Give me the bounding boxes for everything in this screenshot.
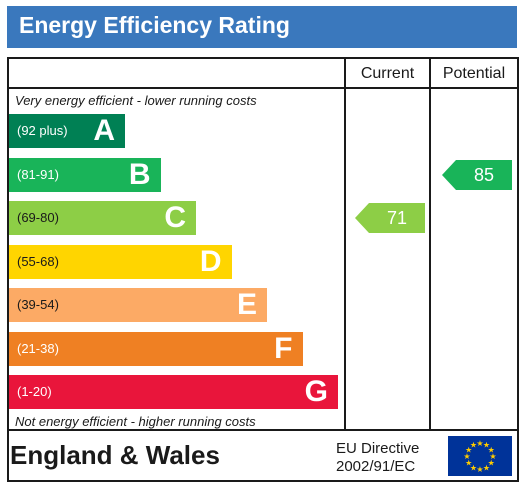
region-label: England & Wales: [10, 440, 220, 470]
potential-rating-arrow: 85: [442, 159, 512, 190]
eu-star-icon: ★: [465, 446, 472, 455]
footer-divider: [9, 429, 517, 431]
current-rating-arrow: 71: [355, 203, 425, 233]
band-letter: C: [164, 201, 186, 234]
header-row-divider: [9, 87, 517, 89]
band-letter: A: [93, 114, 115, 147]
current-column-header: Current: [360, 65, 415, 82]
eu-star-icon: ★: [488, 459, 495, 468]
band-range-label: (39-54): [17, 297, 59, 312]
band-range-label: (69-80): [17, 210, 59, 225]
band-letter: E: [236, 288, 257, 321]
band-a: (92 plus) A: [9, 114, 125, 148]
band-f: (21-38) F: [9, 331, 303, 366]
eu-flag-icon: ★ ★ ★ ★ ★ ★ ★ ★ ★ ★ ★ ★: [448, 436, 512, 476]
band-range-label: (81-91): [17, 166, 59, 182]
band-g: (1-20) G: [9, 375, 338, 409]
potential-rating-arrow-value: 85: [473, 164, 495, 185]
current-column-divider: [344, 59, 346, 431]
eu-star-icon: ★: [483, 441, 490, 450]
band-range-label: (92 plus): [17, 123, 68, 138]
top-caption: Very energy efficient - lower running co…: [15, 93, 257, 108]
band-b: (81-91) B: [9, 157, 161, 192]
eu-star-icon: ★: [483, 463, 490, 472]
eu-star-icon: ★: [470, 463, 477, 472]
potential-column-divider: [429, 59, 431, 431]
band-letter: D: [199, 244, 222, 278]
band-range-label: (55-68): [17, 253, 59, 269]
eu-star-icon: ★: [488, 446, 495, 455]
eu-directive: EU Directive 2002/91/EC: [336, 440, 419, 476]
eu-star-icon: ★: [489, 452, 496, 461]
band-e: (39-54) E: [9, 288, 267, 322]
eu-star-icon: ★: [465, 459, 472, 468]
current-rating-arrow-value: 71: [386, 208, 408, 228]
eu-star-icon: ★: [463, 452, 470, 461]
band-range-label: (1-20): [17, 384, 52, 399]
rating-table: Current Potential Very energy efficient …: [7, 57, 519, 482]
band-d: (55-68) D: [9, 244, 232, 279]
directive-line-1: EU Directive: [336, 440, 420, 457]
band-range-label: (21-38): [17, 340, 59, 356]
page-title: Energy Efficiency Rating: [19, 12, 290, 38]
eu-star-icon: ★: [476, 439, 483, 448]
eu-star-icon: ★: [476, 465, 483, 474]
band-letter: F: [274, 331, 293, 365]
band-c: (69-80) C: [9, 201, 196, 235]
directive-line-2: 2002/91/EC: [336, 458, 416, 475]
title-banner: Energy Efficiency Rating: [7, 6, 517, 48]
potential-column-header: Potential: [442, 65, 506, 82]
eu-star-icon: ★: [470, 441, 477, 450]
band-letter: G: [304, 375, 328, 408]
bottom-caption: Not energy efficient - higher running co…: [15, 414, 256, 429]
band-letter: B: [128, 157, 151, 191]
